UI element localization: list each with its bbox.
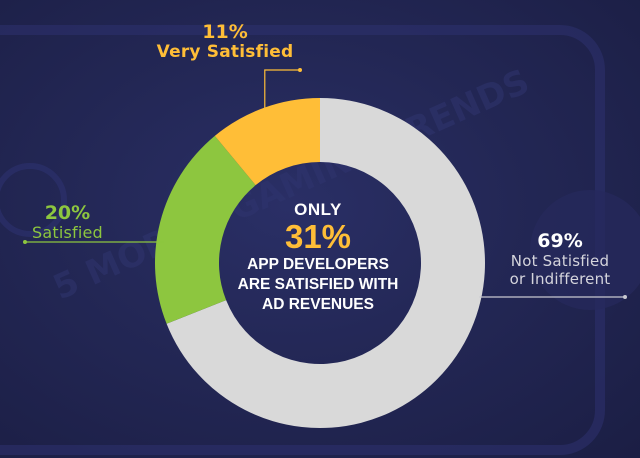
satisfied-label: Satisfied [32, 222, 103, 242]
leader-very-satisfied-dot [298, 68, 302, 72]
very-satisfied-value: 11% [202, 21, 248, 43]
very-satisfied-label: Very Satisfied [156, 41, 294, 62]
bg-gamepad-icon [0, 163, 67, 237]
bg-hand-shape [530, 190, 640, 310]
center-caption: APP DEVELOPERS ARE SATISFIED WITH AD REV… [218, 255, 418, 315]
slice-very-satisfied [214, 98, 320, 186]
center-caption-line-3: AD REVENUES [262, 295, 374, 313]
leader-not-satisfied-dot [623, 295, 627, 299]
label-satisfied: 20% Satisfied [32, 203, 103, 241]
label-very-satisfied: 11% Very Satisfied [150, 22, 300, 62]
not-satisfied-label-line-1: Not Satisfied [510, 251, 610, 270]
center-intro: ONLY [294, 200, 342, 219]
slice-not-satisfied [166, 98, 485, 428]
slice-satisfied [155, 135, 256, 324]
not-satisfied-value: 69% [537, 230, 583, 252]
not-satisfied-label-line-2: or Indifferent [509, 269, 611, 288]
center-highlight-percent: 31% [284, 218, 352, 255]
leader-very-satisfied [264, 69, 300, 110]
center-caption-line-1: APP DEVELOPERS [247, 255, 389, 273]
center-caption-line-2: ARE SATISFIED WITH [237, 275, 399, 293]
leader-satisfied-dot [23, 240, 27, 244]
satisfied-value: 20% [44, 202, 91, 224]
center-message: ONLY 31% APP DEVELOPERS ARE SATISFIED WI… [218, 200, 418, 315]
label-not-satisfied: 69% Not Satisfied or Indifferent [490, 231, 630, 288]
